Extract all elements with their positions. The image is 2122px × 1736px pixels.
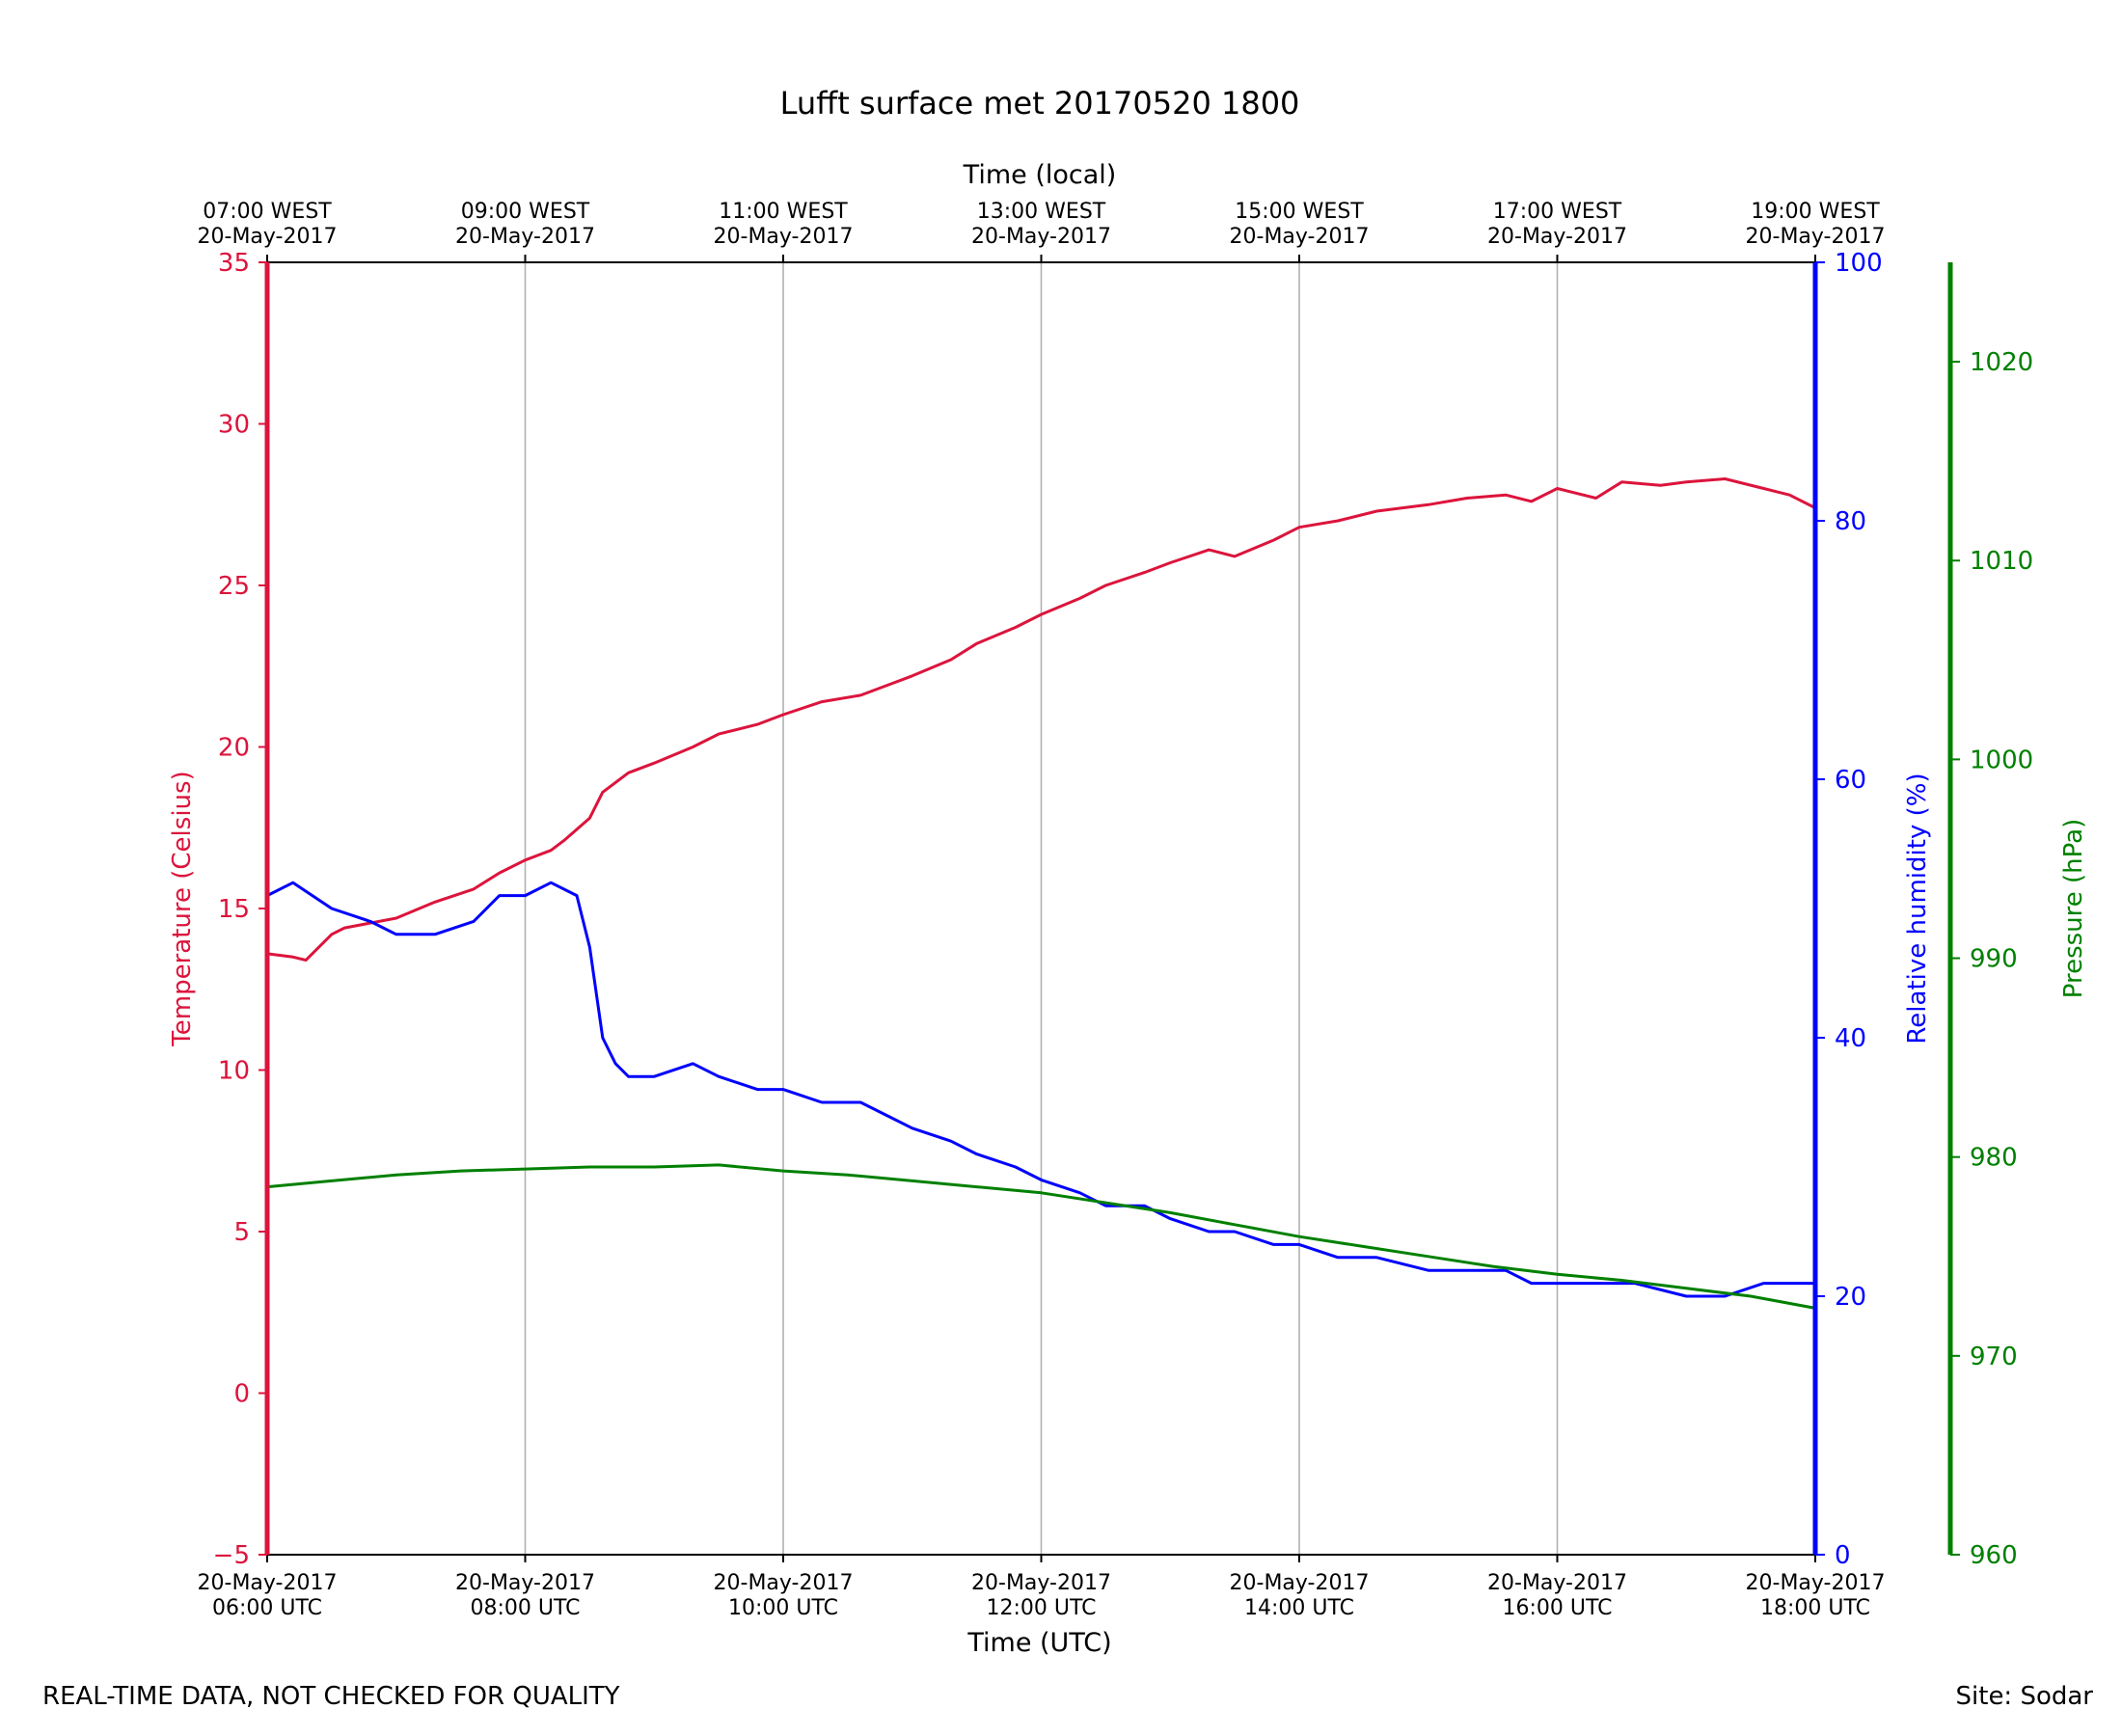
temperature-axis-label: Temperature (Celsius) [168,771,197,1046]
gridlines [524,262,1559,1555]
x-tick-label-date: 20-May-2017 [714,1571,854,1595]
bottom-axis-label: Time (UTC) [966,1628,1111,1658]
chart-title: Lufft surface met 20170520 1800 [780,85,1300,122]
x-tick-label-local-time: 15:00 WEST [1235,200,1364,224]
site-label: Site: Sodar [1955,1682,2093,1711]
temperature-tick-label: 10 [218,1057,250,1086]
x-tick-label-local-date: 20-May-2017 [455,225,595,249]
series-line-temperature [266,477,1816,963]
temperature-tick-label: 20 [218,734,250,763]
temperature-tick-label: 15 [218,895,250,924]
x-tick-label-local-time: 07:00 WEST [203,200,332,224]
x-tick-label-date: 20-May-2017 [1230,1571,1370,1595]
x-tick-label-local-date: 20-May-2017 [714,225,854,249]
series-line-humidity [266,881,1815,1298]
x-tick-label-time: 16:00 UTC [1502,1596,1612,1620]
x-tick-label-date: 20-May-2017 [1487,1571,1627,1595]
temperature-tick-label: 5 [233,1218,250,1247]
series-line-pressure [266,1163,1816,1310]
humidity-tick-label: 0 [1835,1541,1851,1570]
series-group [266,477,1816,1310]
x-tick-label-local-time: 09:00 WEST [461,200,590,224]
x-tick-label-time: 10:00 UTC [728,1596,838,1620]
temperature-tick-label: 35 [218,249,250,278]
pressure-tick-label: 1010 [1970,547,2033,576]
x-tick-label-local-time: 13:00 WEST [977,200,1106,224]
x-tick-label-date: 20-May-2017 [455,1571,595,1595]
x-tick-label-local-time: 17:00 WEST [1493,200,1622,224]
x-tick-label-time: 08:00 UTC [470,1596,580,1620]
x-tick-label-date: 20-May-2017 [1746,1571,1886,1595]
x-tick-label-local-date: 20-May-2017 [1746,225,1886,249]
pressure-axis-label: Pressure (hPa) [2059,819,2088,999]
x-tick-label-local-date: 20-May-2017 [198,225,338,249]
pressure-tick-label: 1000 [1970,746,2033,774]
x-tick-label-date: 20-May-2017 [198,1571,338,1595]
x-tick-label-time: 14:00 UTC [1244,1596,1354,1620]
quality-notice: REAL-TIME DATA, NOT CHECKED FOR QUALITY [42,1682,620,1711]
pressure-tick-label: 1020 [1970,348,2033,377]
temperature-tick-label: 25 [218,572,250,601]
humidity-tick-label: 60 [1835,766,1866,795]
x-tick-label-local-time: 19:00 WEST [1751,200,1880,224]
pressure-tick-label: 970 [1970,1343,2018,1371]
pressure-tick-label: 990 [1970,945,2018,974]
temperature-tick-label: 0 [233,1380,250,1409]
temperature-tick-label: −5 [213,1541,250,1570]
x-tick-label-local-date: 20-May-2017 [1230,225,1370,249]
x-tick-label-time: 12:00 UTC [986,1596,1096,1620]
x-tick-label-time: 18:00 UTC [1760,1596,1870,1620]
humidity-axis-label: Relative humidity (%) [1903,773,1932,1044]
x-tick-label-date: 20-May-2017 [971,1571,1111,1595]
humidity-tick-label: 80 [1835,507,1866,536]
x-tick-label-time: 06:00 UTC [212,1596,322,1620]
humidity-tick-label: 40 [1835,1024,1866,1053]
humidity-tick-label: 20 [1835,1283,1866,1312]
top-axis-label: Time (local) [963,160,1117,190]
x-tick-label-local-date: 20-May-2017 [971,225,1111,249]
pressure-tick-label: 960 [1970,1541,2018,1570]
temperature-tick-label: 30 [218,411,250,440]
pressure-tick-label: 980 [1970,1144,2018,1173]
humidity-tick-label: 100 [1835,249,1883,278]
x-tick-label-local-date: 20-May-2017 [1487,225,1627,249]
x-tick-label-local-time: 11:00 WEST [719,200,848,224]
